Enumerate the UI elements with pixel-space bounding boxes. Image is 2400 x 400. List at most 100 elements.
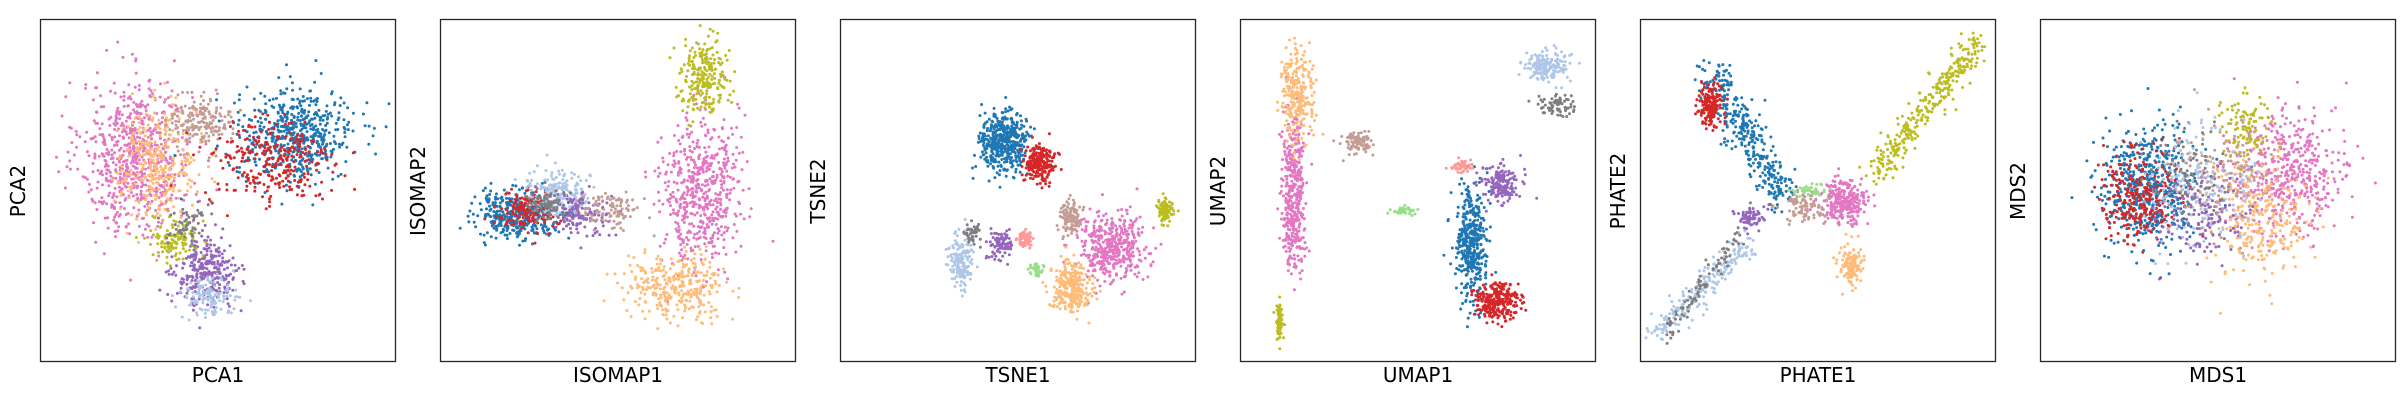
- scatter-point: [695, 232, 699, 235]
- scatter-point: [199, 251, 203, 254]
- scatter-point: [731, 132, 735, 136]
- scatter-point: [172, 205, 176, 209]
- scatter-point: [569, 191, 572, 195]
- scatter-point: [185, 223, 189, 227]
- scatter-point: [545, 153, 549, 157]
- scatter-point: [548, 187, 552, 191]
- scatter-point: [106, 164, 110, 168]
- scatter-point: [198, 326, 202, 330]
- scatter-point: [281, 106, 285, 109]
- scatter-point: [201, 117, 205, 120]
- scatter-point: [700, 261, 704, 264]
- scatter-point: [587, 206, 591, 210]
- scatter-point: [120, 187, 124, 191]
- scatter-point: [317, 193, 321, 197]
- scatter-point: [138, 136, 142, 140]
- scatter-point: [699, 105, 703, 109]
- scatter-point: [216, 250, 220, 254]
- scatter-point: [613, 210, 617, 214]
- scatter-point: [186, 182, 190, 186]
- scatter-point: [267, 185, 271, 189]
- scatter-point: [105, 172, 108, 175]
- scatter-point: [107, 169, 111, 172]
- scatter-point: [686, 186, 689, 190]
- scatter-point: [287, 122, 291, 125]
- scatter-point: [226, 311, 230, 315]
- scatter-point: [680, 289, 684, 293]
- scatter-point: [190, 239, 194, 243]
- cluster-1-points: [110, 81, 217, 244]
- scatter-point: [671, 275, 675, 279]
- scatter-point: [135, 186, 139, 190]
- scatter-point: [179, 232, 183, 236]
- scatter-point: [214, 147, 218, 151]
- scatter-point: [183, 232, 187, 236]
- scatter-point: [351, 111, 355, 115]
- scatter-point: [674, 85, 678, 89]
- scatter-point: [614, 198, 618, 202]
- scatter-point: [233, 188, 237, 192]
- scatter-point: [137, 240, 141, 244]
- scatter-point: [284, 135, 288, 139]
- scatter-point: [276, 137, 280, 141]
- scatter-point: [216, 270, 220, 274]
- scatter-point: [565, 188, 569, 192]
- scatter-point: [215, 106, 219, 110]
- scatter-point: [707, 145, 711, 149]
- scatter-point: [621, 213, 624, 217]
- scatter-point: [145, 189, 149, 193]
- scatter-point: [374, 152, 378, 156]
- scatter-point: [674, 220, 678, 224]
- scatter-point: [682, 178, 686, 182]
- scatter-point: [532, 201, 536, 204]
- scatter-point: [301, 165, 305, 169]
- scatter-point: [710, 256, 714, 259]
- scatter-point: [220, 132, 224, 136]
- scatter-point: [164, 150, 168, 154]
- scatter-point: [110, 153, 114, 157]
- scatter-point: [283, 122, 287, 126]
- scatter-point: [739, 212, 743, 216]
- scatter-point: [74, 129, 78, 133]
- scatter-point: [305, 164, 309, 168]
- scatter-point: [737, 179, 741, 183]
- scatter-point: [238, 136, 242, 139]
- scatter-point: [543, 196, 547, 200]
- scatter-point: [242, 128, 245, 132]
- scatter-point: [193, 132, 197, 136]
- scatter-point: [330, 152, 334, 156]
- scatter-point: [543, 178, 547, 182]
- scatter-point: [698, 220, 702, 224]
- scatter-point: [145, 208, 149, 212]
- scatter-point: [1015, 120, 1019, 124]
- scatter-point: [278, 186, 282, 189]
- scatter-point: [189, 160, 192, 164]
- scatter-point: [286, 142, 290, 146]
- scatter-point: [510, 209, 514, 213]
- scatter-point: [558, 195, 562, 199]
- scatter-point: [227, 280, 231, 284]
- scatter-point: [712, 272, 716, 276]
- scatter-point: [664, 271, 668, 274]
- scatter-point: [107, 150, 111, 154]
- scatter-point: [110, 138, 114, 142]
- scatter-point: [976, 140, 980, 144]
- scatter-point: [175, 258, 179, 262]
- scatter-point: [326, 166, 330, 170]
- scatter-point: [170, 242, 174, 246]
- cluster-0-points: [55, 40, 226, 282]
- scatter-point: [122, 94, 126, 98]
- scatter-point: [692, 224, 696, 228]
- scatter-point: [712, 170, 715, 174]
- scatter-point: [268, 204, 271, 208]
- scatter-point: [162, 192, 166, 196]
- scatter-point: [542, 199, 546, 203]
- scatter-point: [155, 143, 159, 147]
- scatter-point: [185, 274, 189, 278]
- scatter-point: [171, 246, 175, 250]
- scatter-point: [471, 212, 475, 216]
- scatter-point: [286, 168, 290, 172]
- scatter-point: [309, 173, 313, 177]
- scatter-point: [686, 105, 690, 109]
- scatter-point: [705, 161, 709, 165]
